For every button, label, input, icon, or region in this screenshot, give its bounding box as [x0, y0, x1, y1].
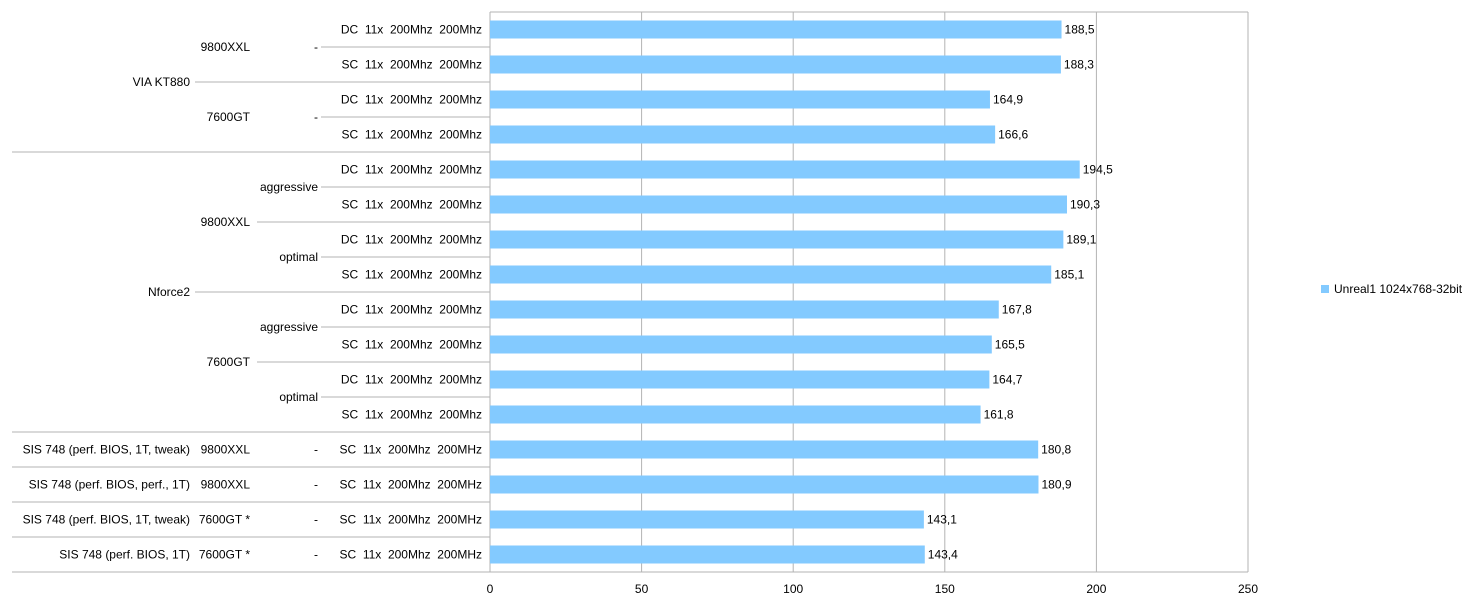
- bar-value-label: 190,3: [1070, 198, 1100, 212]
- category-label: SC 11x 200Mhz 200Mhz: [341, 268, 482, 282]
- group-label: -: [314, 40, 318, 54]
- gpu-label: 9800XXL: [201, 40, 251, 54]
- group-label: optimal: [279, 390, 318, 404]
- x-tick-label: 150: [935, 582, 955, 596]
- bar-value-label: 165,5: [995, 338, 1025, 352]
- bar-value-label: 167,8: [1002, 303, 1032, 317]
- group-label: -: [314, 443, 318, 457]
- chipset-label: VIA KT880: [133, 75, 191, 89]
- gpu-label: 9800XXL: [201, 215, 251, 229]
- bar: [490, 475, 1039, 494]
- chipset-label: SIS 748 (perf. BIOS, perf., 1T): [29, 478, 190, 492]
- bar-value-label: 166,6: [998, 128, 1028, 142]
- x-tick-label: 100: [783, 582, 803, 596]
- category-label: SC 11x 200Mhz 200Mhz: [341, 198, 482, 212]
- bar: [490, 230, 1064, 249]
- gpu-label: 7600GT: [207, 110, 251, 124]
- bar: [490, 370, 990, 389]
- group-label: optimal: [279, 250, 318, 264]
- bar-value-label: 164,7: [992, 373, 1022, 387]
- group-label: -: [314, 478, 318, 492]
- value-axis: 0 50 100 150 200 250: [487, 582, 1259, 596]
- bars: 188,5 188,3 164,9 166,6 194,5 190,3 189,1 185,1…: [490, 20, 1113, 564]
- legend-label: Unreal1 1024x768-32bit: [1334, 282, 1463, 296]
- category-axis: DC 11x 200Mhz 200Mhz SC 11x 200Mhz 200Mhz…: [12, 23, 490, 562]
- gpu-label: 7600GT: [207, 355, 251, 369]
- bar: [490, 335, 992, 354]
- group-label: -: [314, 110, 318, 124]
- bar-value-label: 164,9: [993, 93, 1023, 107]
- category-label: SC 11x 200Mhz 200Mhz: [341, 338, 482, 352]
- chipset-label: Nforce2: [148, 285, 190, 299]
- bar: [490, 545, 925, 564]
- category-label: DC 11x 200Mhz 200Mhz: [341, 233, 482, 247]
- bar-value-label: 180,8: [1041, 443, 1071, 457]
- x-tick-label: 0: [487, 582, 494, 596]
- bar-value-label: 143,1: [927, 513, 957, 527]
- bar: [490, 90, 990, 109]
- legend-swatch: [1321, 285, 1329, 293]
- gpu-label: 7600GT *: [199, 513, 250, 527]
- chipset-label: SIS 748 (perf. BIOS, 1T): [59, 548, 190, 562]
- category-label: SC 11x 200Mhz 200Mhz: [341, 408, 482, 422]
- group-label: aggressive: [260, 180, 318, 194]
- group-label: -: [314, 513, 318, 527]
- x-tick-label: 50: [635, 582, 649, 596]
- category-label: SC 11x 200Mhz 200MHz: [339, 513, 482, 527]
- group-label: aggressive: [260, 320, 318, 334]
- x-tick-label: 250: [1238, 582, 1258, 596]
- bar-value-label: 185,1: [1054, 268, 1084, 282]
- x-tick-label: 200: [1086, 582, 1106, 596]
- bar-value-label: 189,1: [1066, 233, 1096, 247]
- bar-value-label: 188,5: [1065, 23, 1095, 37]
- category-label: DC 11x 200Mhz 200Mhz: [341, 23, 482, 37]
- bar-value-label: 194,5: [1083, 163, 1113, 177]
- bar: [490, 195, 1067, 214]
- bar: [490, 20, 1062, 39]
- category-label: SC 11x 200Mhz 200Mhz: [341, 128, 482, 142]
- chipset-label: SIS 748 (perf. BIOS, 1T, tweak): [23, 443, 190, 457]
- bar: [490, 510, 924, 529]
- legend: Unreal1 1024x768-32bit: [1321, 282, 1463, 296]
- bar: [490, 160, 1080, 179]
- bar: [490, 265, 1052, 284]
- bar-value-label: 143,4: [928, 548, 958, 562]
- gpu-label: 7600GT *: [199, 548, 250, 562]
- bar: [490, 55, 1061, 74]
- category-label: DC 11x 200Mhz 200Mhz: [341, 93, 482, 107]
- category-label: DC 11x 200Mhz 200Mhz: [341, 373, 482, 387]
- bar: [490, 300, 999, 319]
- category-label: SC 11x 200Mhz 200MHz: [339, 478, 482, 492]
- bar-value-label: 180,9: [1041, 478, 1071, 492]
- bar: [490, 405, 981, 424]
- category-label: DC 11x 200Mhz 200Mhz: [341, 303, 482, 317]
- bar: [490, 125, 996, 144]
- category-label: SC 11x 200Mhz 200Mhz: [341, 58, 482, 72]
- bar-value-label: 188,3: [1064, 58, 1094, 72]
- category-label: SC 11x 200Mhz 200MHz: [339, 548, 482, 562]
- chipset-label: SIS 748 (perf. BIOS, 1T, tweak): [23, 513, 190, 527]
- gpu-label: 9800XXL: [201, 478, 251, 492]
- group-label: -: [314, 548, 318, 562]
- category-label: SC 11x 200Mhz 200MHz: [339, 443, 482, 457]
- bar-value-label: 161,8: [984, 408, 1014, 422]
- category-label: DC 11x 200Mhz 200Mhz: [341, 163, 482, 177]
- gpu-label: 9800XXL: [201, 443, 251, 457]
- bar: [490, 440, 1039, 459]
